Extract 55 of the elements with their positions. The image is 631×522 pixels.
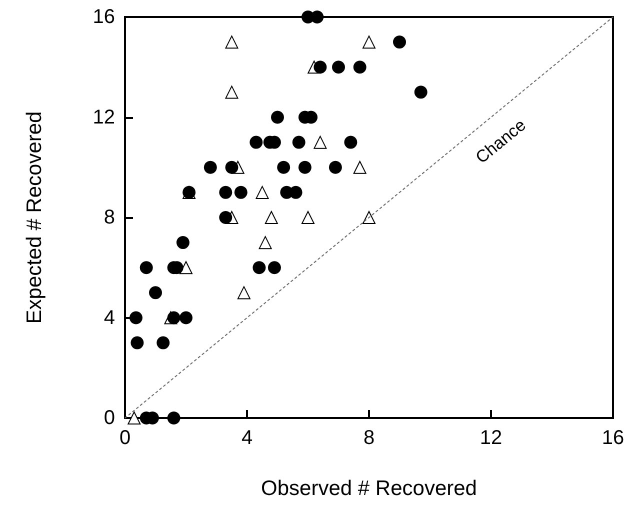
x-tick-label: 16 [602, 427, 624, 449]
point [225, 86, 238, 99]
x-tick-label: 0 [119, 427, 131, 449]
point [252, 261, 266, 274]
point [353, 60, 366, 74]
point [219, 186, 232, 199]
point [332, 60, 345, 74]
point [258, 236, 272, 250]
point [204, 160, 217, 174]
point [362, 211, 376, 224]
point [176, 236, 190, 250]
y-axis-title: Expected # Recovered [23, 111, 46, 324]
x-tick-label: 12 [480, 427, 502, 449]
point [268, 261, 281, 274]
point [156, 336, 170, 350]
point [129, 311, 142, 324]
y-tick-label: 8 [104, 206, 115, 228]
y-tick-label: 0 [104, 407, 115, 429]
point [225, 36, 238, 49]
point [130, 336, 144, 350]
point [234, 186, 248, 199]
point [362, 36, 376, 49]
point [277, 160, 290, 174]
point [250, 136, 263, 149]
point [128, 412, 141, 424]
point [328, 160, 342, 174]
point [237, 286, 250, 300]
point [302, 211, 314, 224]
point [353, 160, 366, 174]
point [393, 36, 406, 49]
y-tick-label: 12 [92, 106, 115, 128]
point [256, 186, 269, 199]
point [314, 60, 327, 74]
point [292, 136, 306, 149]
x-tick-label: 8 [363, 427, 375, 449]
point [180, 261, 192, 274]
point [149, 286, 162, 300]
point [264, 211, 278, 224]
y-tick-label: 4 [104, 306, 115, 329]
point [180, 311, 192, 324]
point [271, 110, 284, 124]
point [298, 160, 312, 174]
x-axis-title: Observed # Recovered [261, 477, 477, 500]
point [314, 136, 327, 149]
point [414, 86, 428, 99]
point [140, 261, 153, 274]
y-tick-label: 16 [92, 6, 115, 28]
x-tick-label: 4 [241, 427, 253, 449]
point [225, 160, 238, 174]
point [289, 186, 302, 199]
point [219, 211, 232, 224]
point [310, 10, 324, 24]
point [344, 136, 358, 149]
point [167, 412, 180, 424]
point [167, 311, 180, 324]
